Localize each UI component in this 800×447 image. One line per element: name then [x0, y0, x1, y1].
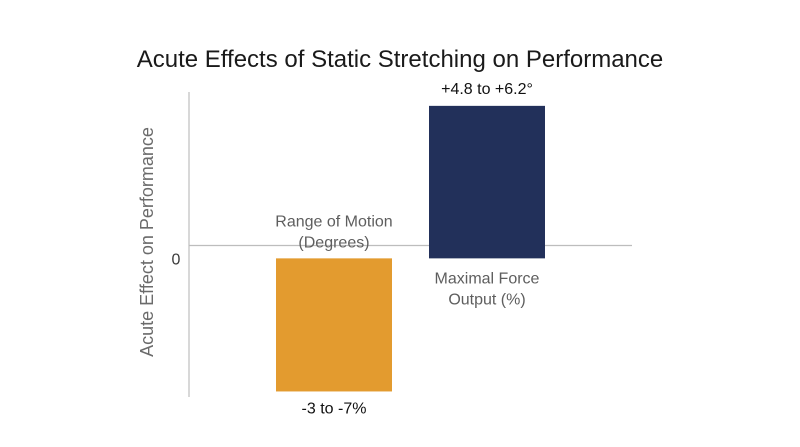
bar-1 [276, 258, 392, 392]
category-label-line: Output (%) [448, 291, 525, 308]
category-label-line: Maximal Force [435, 270, 540, 287]
category-label-line: Range of Motion [275, 213, 392, 230]
data-label-2: +4.8 to +6.2° [441, 81, 533, 98]
y-axis-label: Acute Effect on Performance [137, 127, 157, 357]
category-label-line: (Degrees) [298, 234, 369, 251]
data-label-1: -3 to -7% [302, 400, 367, 417]
bar-2 [429, 105, 545, 259]
y-tick-label: 0 [172, 251, 181, 268]
category-label-2: Maximal Force Output (%) [435, 270, 540, 308]
category-label-1: Range of Motion (Degrees) [275, 213, 392, 251]
chart-title: Acute Effects of Static Stretching on Pe… [137, 46, 664, 73]
